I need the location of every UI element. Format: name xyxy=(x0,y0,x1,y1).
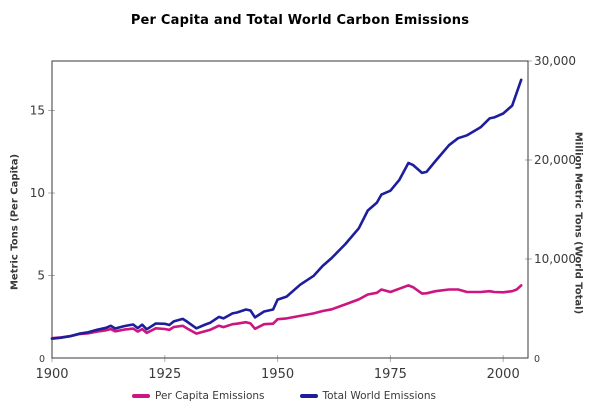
svg-text:30,000: 30,000 xyxy=(534,54,576,68)
svg-text:1950: 1950 xyxy=(261,367,294,382)
right-axis-label: Million Metric Tons (World Total) xyxy=(572,131,584,315)
legend-item-per-capita: Per Capita Emissions xyxy=(132,390,265,402)
svg-text:0: 0 xyxy=(534,354,540,365)
svg-text:0: 0 xyxy=(39,354,45,365)
per-capita-line-swatch-icon xyxy=(132,394,150,398)
legend-item-total-world: Total World Emissions xyxy=(299,390,436,402)
left-axis-label: Metric Tons (Per Capita) xyxy=(9,153,21,291)
svg-text:1975: 1975 xyxy=(374,367,407,382)
total-world-line-swatch-icon xyxy=(299,394,318,398)
svg-text:1925: 1925 xyxy=(148,367,181,382)
svg-text:15: 15 xyxy=(30,104,45,118)
legend: Per Capita Emissions Total World Emissio… xyxy=(132,390,436,402)
svg-text:10,000: 10,000 xyxy=(534,252,576,266)
legend-label-total-world: Total World Emissions xyxy=(322,390,436,402)
svg-text:20,000: 20,000 xyxy=(534,153,576,167)
x-axis-ticks: 1900 1925 1950 1975 2000 xyxy=(35,355,520,382)
plot-border xyxy=(51,60,529,359)
series-per-capita-emissions xyxy=(50,284,523,340)
chart-title: Per Capita and Total World Carbon Emissi… xyxy=(130,13,470,28)
svg-text:5: 5 xyxy=(37,269,45,283)
left-axis-ticks: 0 5 10 15 xyxy=(30,104,55,365)
svg-text:10: 10 xyxy=(30,186,45,200)
legend-label-per-capita: Per Capita Emissions xyxy=(155,390,265,402)
right-axis-ticks: 0 10,000 20,000 30,000 xyxy=(525,54,576,365)
svg-text:2000: 2000 xyxy=(487,367,520,382)
series-total-world-emissions xyxy=(50,78,523,341)
svg-text:1900: 1900 xyxy=(35,367,68,382)
